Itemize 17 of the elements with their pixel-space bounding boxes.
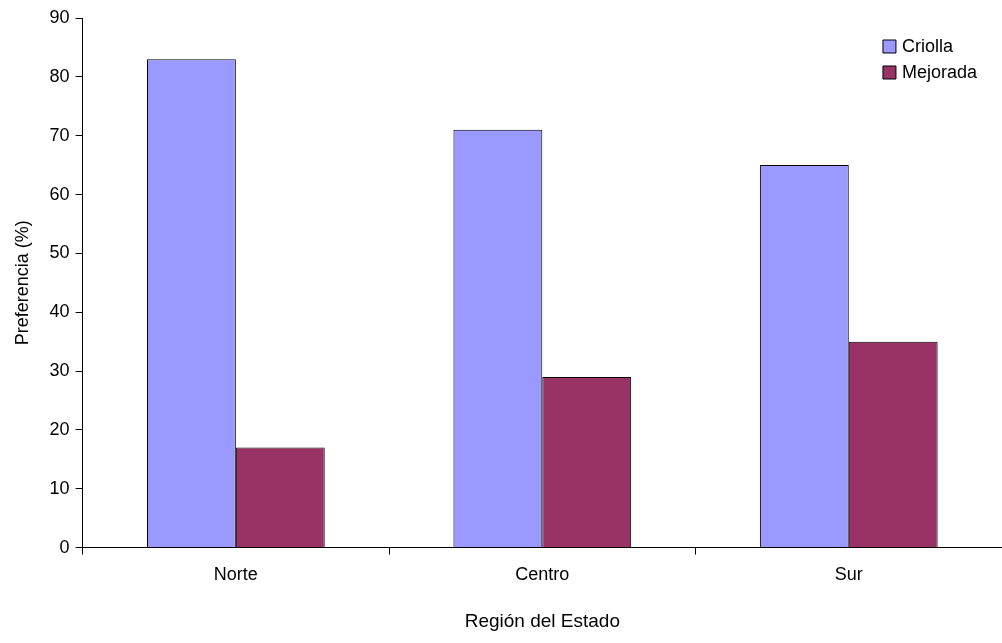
y-tick-label: 60 bbox=[49, 183, 70, 204]
y-tick-label: 50 bbox=[49, 242, 70, 263]
y-tick-label: 0 bbox=[59, 536, 70, 557]
y-tick-label: 70 bbox=[49, 124, 70, 145]
y-tick-label: 90 bbox=[49, 6, 70, 27]
x-tick-label: Sur bbox=[834, 564, 863, 585]
x-tick-label: Norte bbox=[213, 564, 258, 585]
x-tick-label: Centro bbox=[515, 564, 570, 585]
x-axis-title: Región del Estado bbox=[464, 609, 620, 631]
y-tick-label: 10 bbox=[49, 477, 70, 498]
legend-label: Criolla bbox=[901, 35, 954, 56]
y-tick-label: 80 bbox=[49, 65, 70, 86]
y-axis-title: Preferencia (%) bbox=[11, 220, 32, 346]
y-tick-label: 20 bbox=[49, 418, 70, 439]
y-tick-label: 30 bbox=[49, 360, 70, 381]
y-tick-label: 40 bbox=[49, 301, 70, 322]
legend-label: Mejorada bbox=[901, 61, 978, 82]
